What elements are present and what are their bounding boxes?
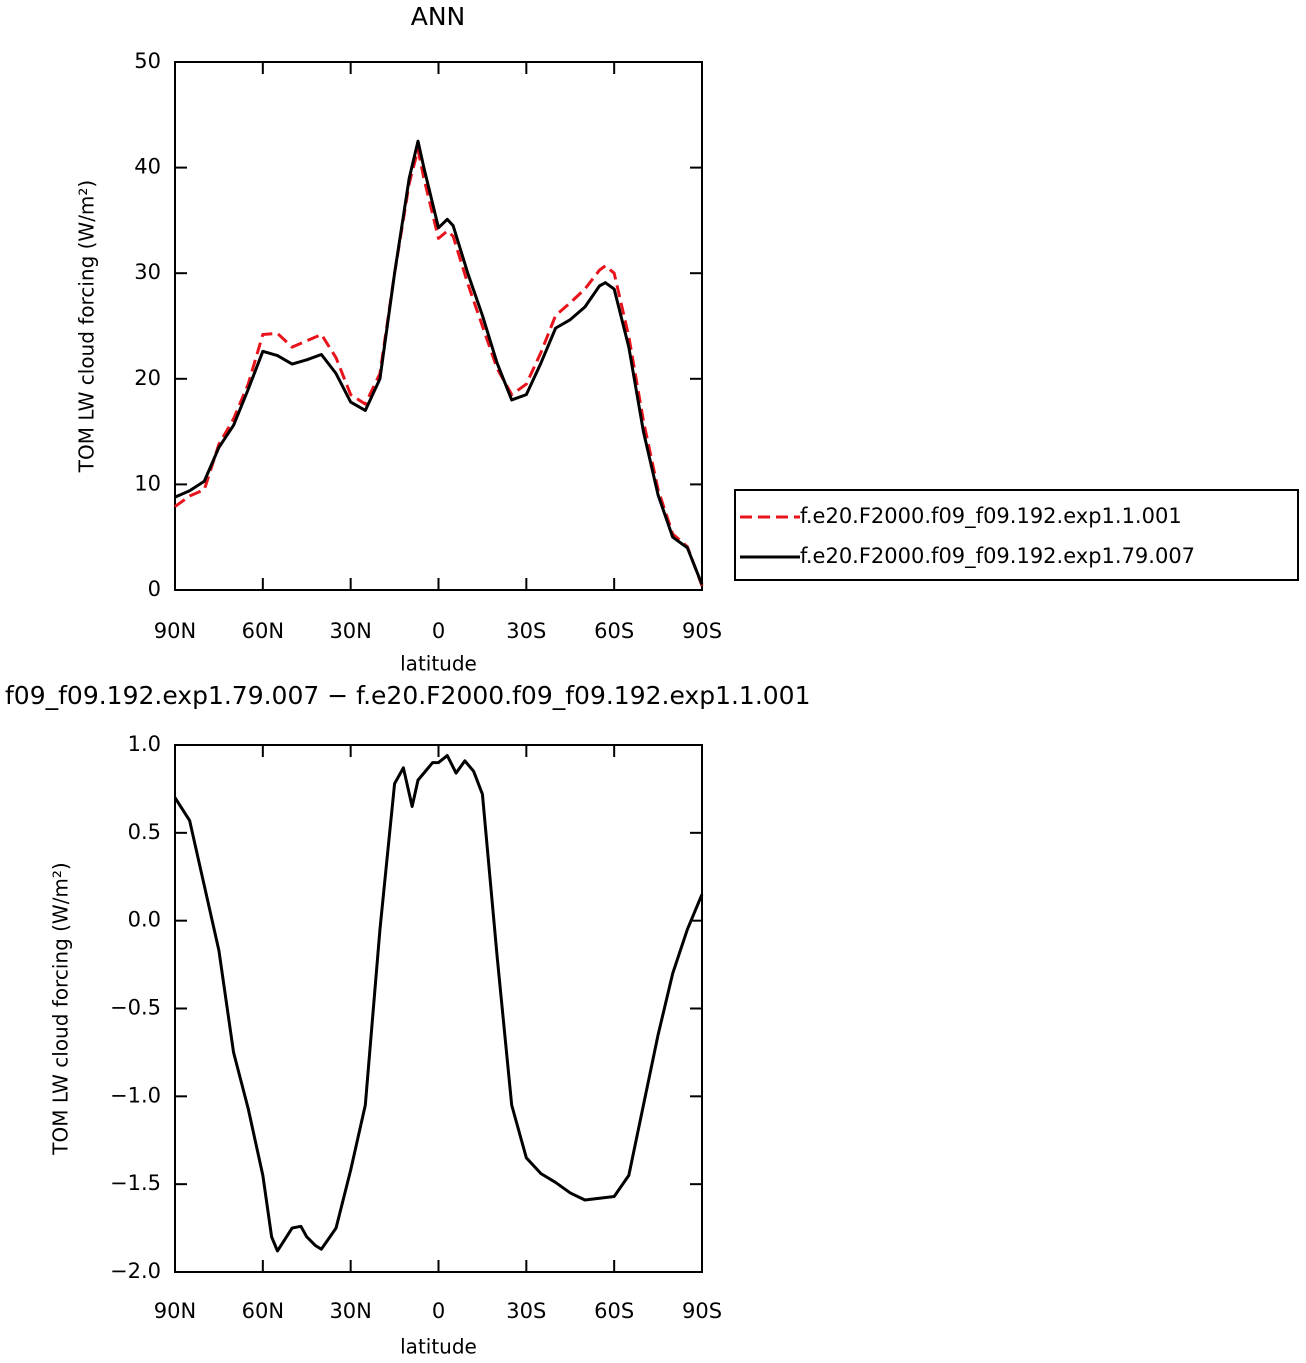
x-tick-label: 30S [506,1299,546,1323]
x-tick-label: 90N [154,619,196,643]
x-tick-label: 90S [682,619,722,643]
x-tick-label: 0 [432,1299,445,1323]
y-tick-label: −1.5 [110,1171,161,1195]
x-tick-label: 60S [594,619,634,643]
chart-title: f09_f09.192.exp1.79.007 − f.e20.F2000.f0… [5,681,811,710]
x-tick-label: 0 [432,619,445,643]
y-tick-label: 20 [134,366,161,390]
legend-label: f.e20.F2000.f09_f09.192.exp1.79.007 [800,544,1195,569]
x-tick-label: 90S [682,1299,722,1323]
plot-frame [174,61,703,591]
x-tick-label: 30S [506,619,546,643]
x-axis-label: latitude [400,652,477,676]
y-tick-label: 0.0 [128,908,161,932]
x-tick-label: 60N [242,619,284,643]
x-axis-label: latitude [400,1335,477,1359]
x-tick-label: 30N [329,1299,371,1323]
y-tick-label: 30 [134,260,161,284]
chart-title: ANN [411,2,466,31]
y-axis-label: TOM LW cloud forcing (W/m²) [75,180,99,474]
y-tick-label: −2.0 [110,1259,161,1283]
legend-box [734,489,1299,581]
data-line [174,139,704,586]
y-tick-label: 40 [134,155,161,179]
plot-frame [174,744,703,1273]
y-axis-label: TOM LW cloud forcing (W/m²) [49,862,73,1156]
y-tick-label: −1.0 [110,1083,161,1107]
y-tick-label: 50 [134,49,161,73]
y-tick-label: 10 [134,471,161,495]
x-tick-label: 90N [154,1299,196,1323]
x-tick-label: 60S [594,1299,634,1323]
y-tick-label: 0 [148,577,161,601]
y-tick-label: 0.5 [128,820,161,844]
data-line [174,148,704,587]
x-tick-label: 30N [329,619,371,643]
legend-label: f.e20.F2000.f09_f09.192.exp1.1.001 [800,504,1182,529]
y-tick-label: −0.5 [110,996,161,1020]
data-line [173,754,704,1253]
y-tick-label: 1.0 [128,732,161,756]
x-tick-label: 60N [242,1299,284,1323]
